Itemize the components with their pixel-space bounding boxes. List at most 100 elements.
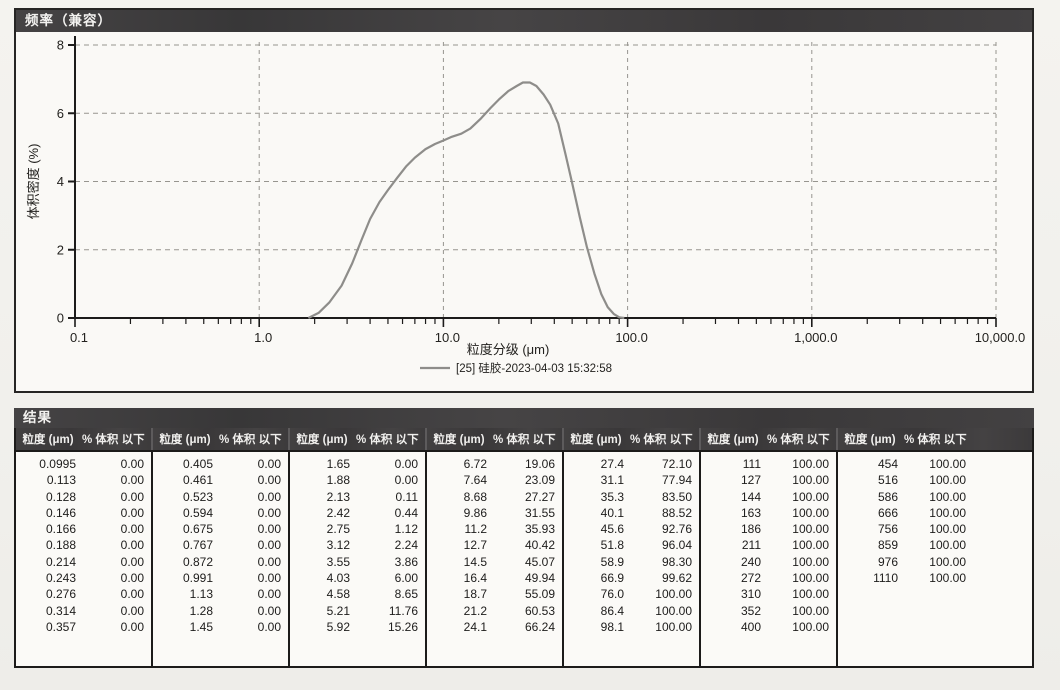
table-row: 0.357 0.00 xyxy=(16,619,151,635)
size-value: 1.28 xyxy=(189,603,213,618)
percent-below-value: 0.00 xyxy=(257,603,281,618)
x-axis-title: 粒度分级 (μm) xyxy=(467,342,550,357)
table-row: 0.314 0.00 xyxy=(16,603,151,619)
percent-below-value: 92.76 xyxy=(661,522,692,537)
results-column-body: 111 100.00 127 100.00 144 100.00 163 100.00 186 1… xyxy=(701,450,838,666)
table-row: 352 100.00 xyxy=(701,603,836,619)
results-column-group-7: 粒度 (μm) % 体积 以下 454 100.00 516 100.00 586 100.0… xyxy=(838,428,1032,666)
size-column-header: 粒度 (μm) xyxy=(707,434,759,446)
table-row: 27.4 72.10 xyxy=(564,456,699,472)
size-value: 0.188 xyxy=(45,538,76,553)
size-value: 0.594 xyxy=(182,505,213,520)
size-value: 310 xyxy=(740,587,761,602)
size-column-header: 粒度 (μm) xyxy=(570,434,622,446)
percent-below-value: 31.55 xyxy=(524,505,555,520)
results-column-body: 0.405 0.00 0.461 0.00 0.523 0.00 0.594 0.00 0.67… xyxy=(153,450,290,666)
percent-below-value: 0.00 xyxy=(257,522,281,537)
table-row: 9.86 31.55 xyxy=(427,505,562,521)
table-row: 76.0 100.00 xyxy=(564,586,699,602)
size-value: 0.243 xyxy=(45,571,76,586)
percent-below-value: 3.86 xyxy=(394,554,418,569)
size-value: 0.872 xyxy=(182,554,213,569)
x-tick-label: 10.0 xyxy=(435,330,460,345)
table-row: 14.5 45.07 xyxy=(427,554,562,570)
table-row: 1.88 0.00 xyxy=(290,472,425,488)
size-value: 127 xyxy=(740,473,761,488)
size-column-header: 粒度 (μm) xyxy=(296,434,348,446)
size-value: 1.13 xyxy=(189,587,213,602)
size-value: 4.58 xyxy=(326,587,350,602)
results-panel: 结果 粒度 (μm)% 体积 以下 0.0995 0.00 0.113 0.00 0.12… xyxy=(14,408,1034,668)
percent-below-column-header: % 体积 以下 xyxy=(904,434,967,446)
table-row: 98.1 100.00 xyxy=(564,619,699,635)
percent-below-value: 0.00 xyxy=(120,473,144,488)
percent-below-value: 100.00 xyxy=(929,457,966,471)
results-column-body: 27.4 72.10 31.1 77.94 35.3 83.50 40.1 88.52 45.6… xyxy=(564,450,701,666)
results-column-header: 粒度 (μm) % 体积 以下 xyxy=(838,428,1032,450)
percent-below-value: 100.00 xyxy=(792,505,829,520)
results-column-header: 粒度 (μm) % 体积 以下 xyxy=(153,428,290,450)
percent-below-value: 0.00 xyxy=(394,473,418,488)
size-value: 51.8 xyxy=(600,538,624,553)
table-row: 1110 100.00 xyxy=(838,570,1032,586)
size-value: 240 xyxy=(740,554,761,569)
results-table: 粒度 (μm)% 体积 以下 0.0995 0.00 0.113 0.00 0.128 0.… xyxy=(14,428,1034,668)
percent-below-value: 100.00 xyxy=(792,538,829,553)
results-column-body: 1.65 0.00 1.88 0.00 2.13 0.11 2.42 0.44 2.75 1.12… xyxy=(290,450,427,666)
percent-below-column-header: % 体积 以下 xyxy=(493,434,556,446)
size-value: 454 xyxy=(877,457,898,471)
x-tick-label: 1.0 xyxy=(254,330,272,345)
table-row: 4.03 6.00 xyxy=(290,570,425,586)
size-value: 4.03 xyxy=(326,571,350,586)
table-row: 976 100.00 xyxy=(838,554,1032,570)
size-value: 5.21 xyxy=(326,603,350,618)
size-value: 1.65 xyxy=(326,457,350,471)
size-value: 2.42 xyxy=(326,505,350,520)
size-value: 98.1 xyxy=(600,619,624,634)
size-value: 2.75 xyxy=(326,522,350,537)
table-row: 18.7 55.09 xyxy=(427,586,562,602)
percent-below-column-header: % 体积 以下 xyxy=(767,434,830,446)
percent-below-value: 100.00 xyxy=(929,571,966,586)
size-value: 0.214 xyxy=(45,554,76,569)
percent-below-value: 100.00 xyxy=(792,571,829,586)
table-row: 58.9 98.30 xyxy=(564,554,699,570)
size-value: 0.357 xyxy=(45,619,76,634)
percent-below-value: 55.09 xyxy=(524,587,555,602)
size-value: 144 xyxy=(740,489,761,504)
size-value: 76.0 xyxy=(600,587,624,602)
y-tick-label: 0 xyxy=(57,311,64,326)
x-tick-label: 1,000.0 xyxy=(794,330,837,345)
size-value: 666 xyxy=(877,505,898,520)
percent-below-value: 0.00 xyxy=(257,587,281,602)
table-row: 1.13 0.00 xyxy=(153,586,288,602)
table-row: 0.243 0.00 xyxy=(16,570,151,586)
table-row: 0.146 0.00 xyxy=(16,505,151,521)
size-value: 27.4 xyxy=(600,457,624,471)
size-value: 352 xyxy=(740,603,761,618)
y-tick-label: 8 xyxy=(57,38,64,53)
y-tick-label: 4 xyxy=(57,174,64,189)
percent-below-value: 99.62 xyxy=(661,571,692,586)
table-row: 45.6 92.76 xyxy=(564,521,699,537)
percent-below-value: 19.06 xyxy=(524,457,555,471)
percent-below-value: 100.00 xyxy=(655,587,692,602)
percent-below-value: 11.76 xyxy=(388,603,418,618)
size-value: 66.9 xyxy=(600,571,624,586)
table-row: 240 100.00 xyxy=(701,554,836,570)
results-column-header: 粒度 (μm) % 体积 以下 xyxy=(290,428,427,450)
table-row: 0.523 0.00 xyxy=(153,489,288,505)
size-value: 111 xyxy=(742,457,761,471)
size-value: 1.88 xyxy=(326,473,350,488)
table-row: 186 100.00 xyxy=(701,521,836,537)
table-row: 5.92 15.26 xyxy=(290,619,425,635)
percent-below-value: 0.00 xyxy=(257,571,281,586)
percent-below-value: 23.09 xyxy=(524,473,555,488)
percent-below-value: 0.44 xyxy=(394,505,418,520)
results-column-body: 454 100.00 516 100.00 586 100.00 666 100.00 756 1… xyxy=(838,450,1032,666)
table-row: 454 100.00 xyxy=(838,456,1032,472)
table-row: 163 100.00 xyxy=(701,505,836,521)
percent-below-value: 45.07 xyxy=(524,554,555,569)
size-value: 0.675 xyxy=(182,522,213,537)
percent-below-value: 0.00 xyxy=(120,619,144,634)
